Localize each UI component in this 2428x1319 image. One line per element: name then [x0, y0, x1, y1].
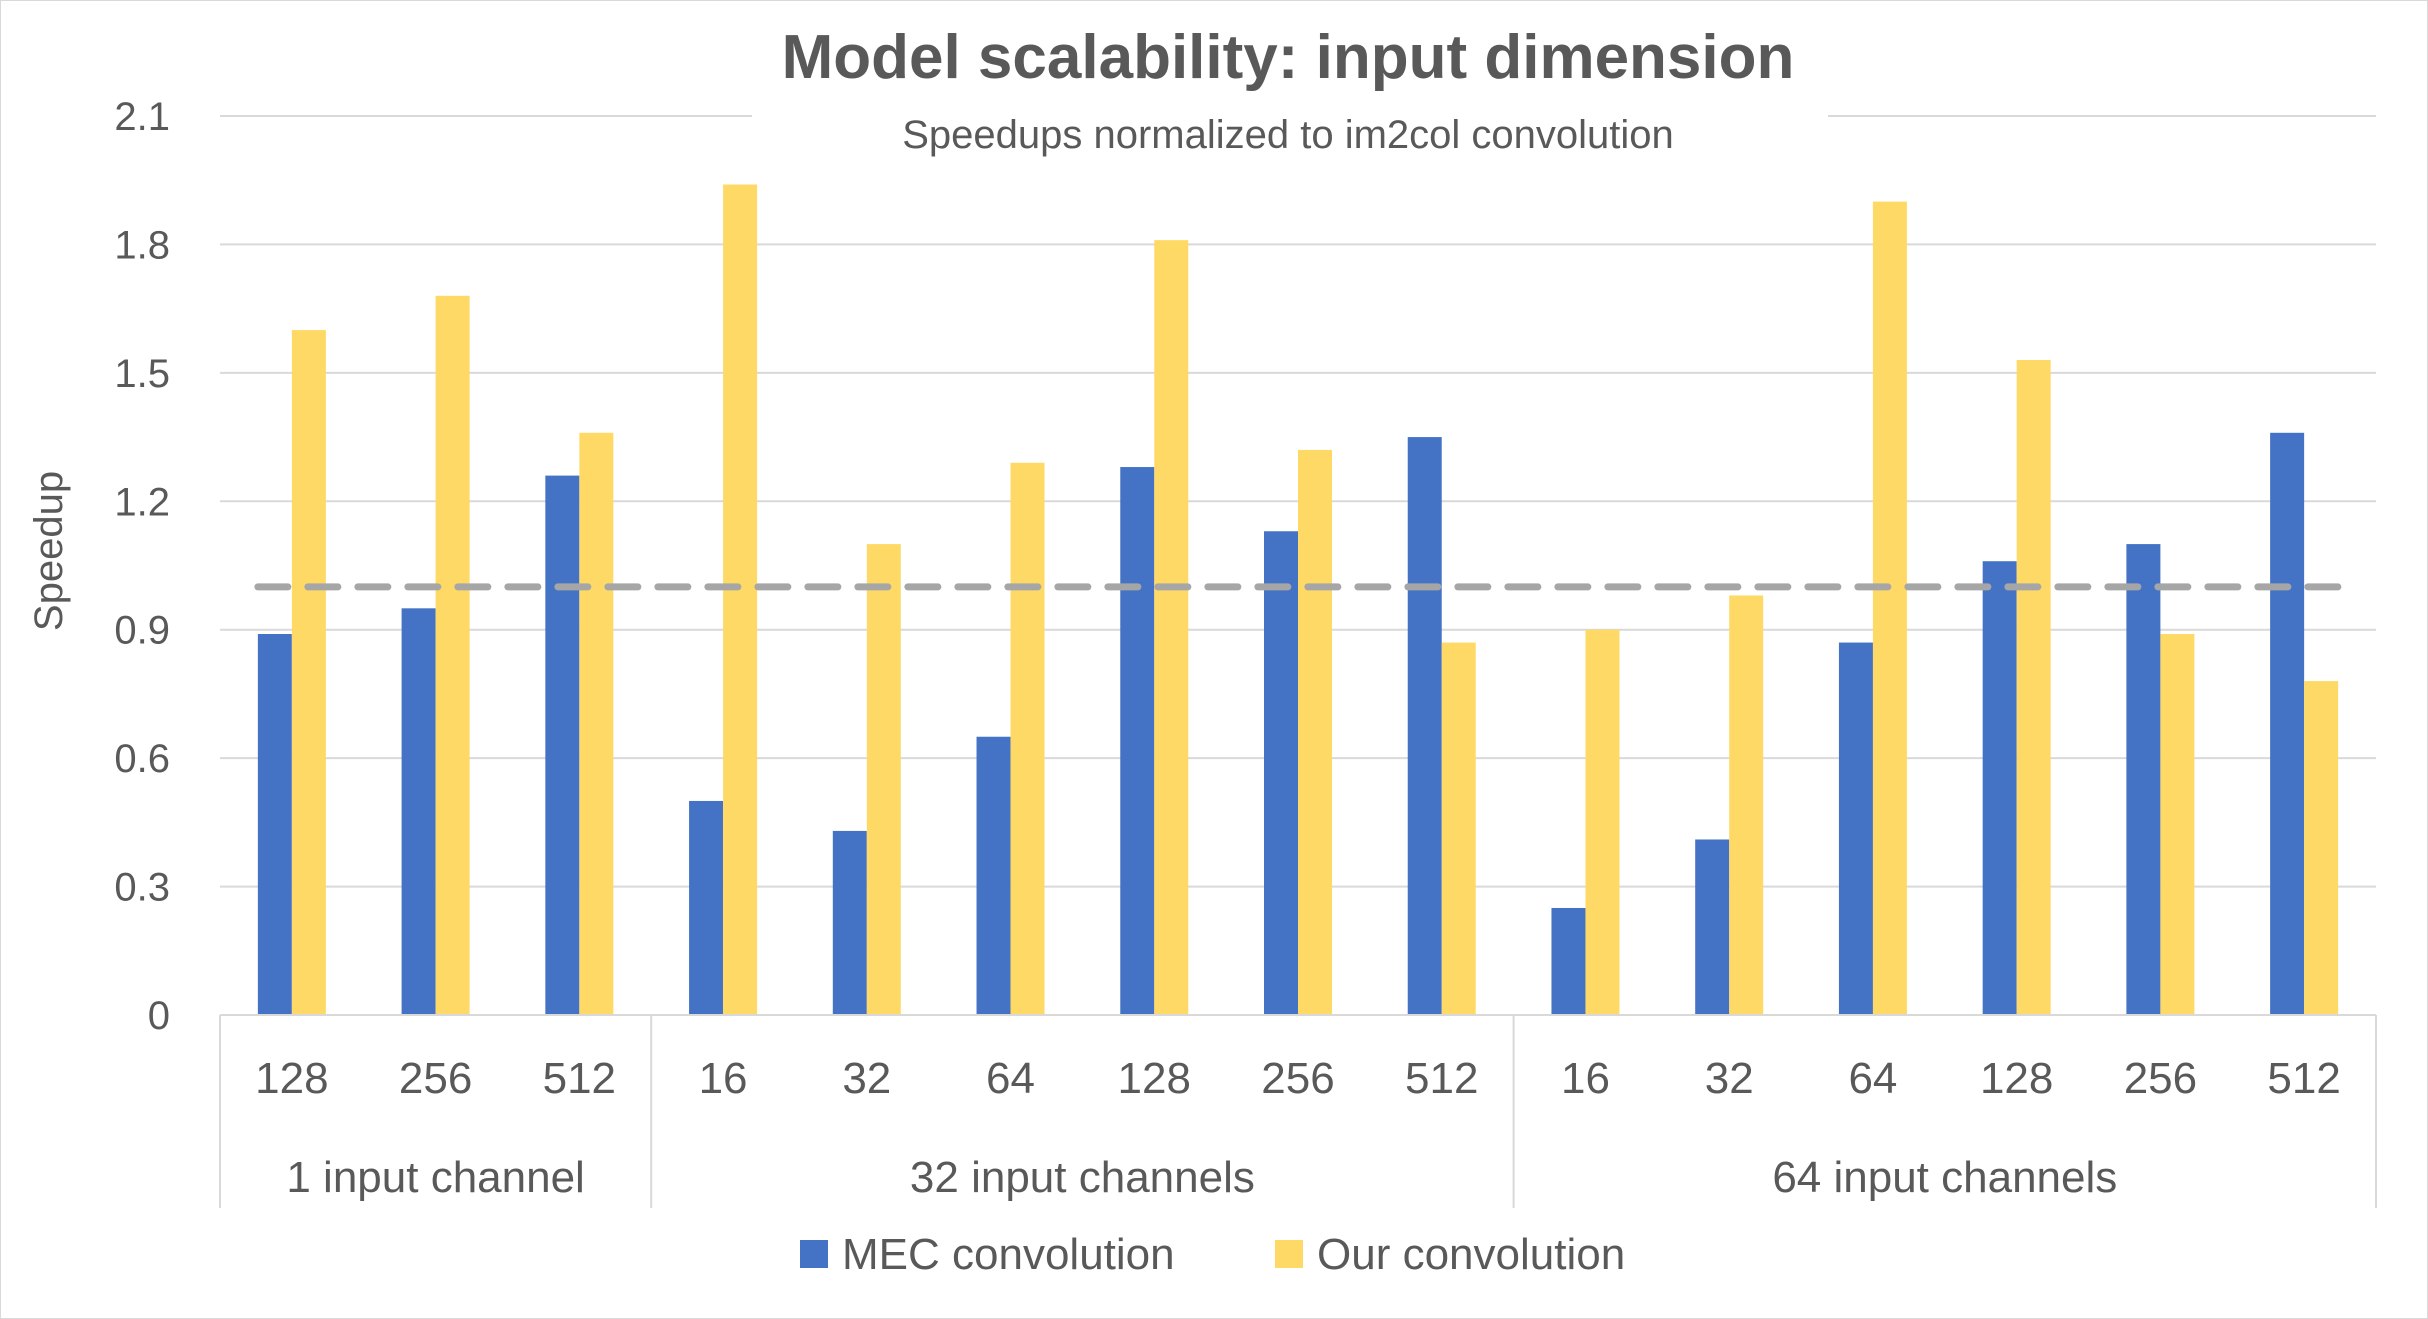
bar-mec-convolution	[1551, 907, 1586, 1015]
y-tick-label: 0	[148, 994, 170, 1038]
x-category-label: 32	[842, 1054, 891, 1103]
x-category-label: 32	[1705, 1054, 1754, 1103]
x-category-label: 64	[1848, 1054, 1897, 1103]
bar-mec-convolution	[1982, 561, 2017, 1015]
bar-our-convolution	[2304, 681, 2339, 1015]
subtitle-backdrop	[752, 100, 1828, 162]
x-category-label: 512	[543, 1054, 616, 1103]
bar-our-convolution	[866, 544, 901, 1015]
x-axis	[219, 1014, 2377, 1208]
x-group-label: 64 input channels	[1772, 1153, 2117, 1202]
x-category-label: 128	[255, 1054, 328, 1103]
bar-mec-convolution	[401, 608, 436, 1015]
bar-our-convolution	[1298, 449, 1332, 1015]
x-category-label: 256	[2124, 1054, 2197, 1103]
bar-our-convolution	[1441, 642, 1476, 1015]
x-category-label: 128	[1118, 1054, 1191, 1103]
y-tick-label: 0.9	[114, 609, 170, 653]
bar-our-convolution	[579, 432, 614, 1015]
bar-mec-convolution	[1407, 437, 1442, 1016]
x-category-label: 16	[699, 1054, 748, 1103]
y-tick-label: 1.2	[114, 480, 170, 524]
x-axis-categories: 128 256 512 16 32 64 128 256 512 16 32 64 128 256 512	[255, 1054, 2341, 1103]
x-category-label: 128	[1980, 1054, 2053, 1103]
x-category-label: 512	[2267, 1054, 2340, 1103]
x-category-label: 256	[399, 1054, 472, 1103]
legend-swatch-mec-convolution	[800, 1240, 828, 1268]
legend: MEC convolution Our convolution	[800, 1230, 1625, 1279]
y-tick-label: 2.1	[114, 95, 170, 139]
bar-our-convolution	[291, 330, 326, 1015]
x-category-label: 512	[1405, 1054, 1478, 1103]
y-tick-label: 0.3	[114, 866, 170, 910]
legend-label-mec-convolution: MEC convolution	[842, 1230, 1175, 1279]
bar-mec-convolution	[545, 475, 580, 1016]
bar-our-convolution	[1585, 629, 1620, 1015]
bar-mec-convolution	[1264, 531, 1298, 1015]
bar-mec-convolution	[1695, 839, 1730, 1015]
bar-our-convolution	[1872, 201, 1907, 1016]
bar-mec-convolution	[257, 633, 292, 1015]
bar-our-convolution	[1154, 240, 1189, 1016]
bar-mec-convolution	[832, 830, 867, 1015]
x-category-label: 64	[986, 1054, 1035, 1103]
x-axis-groups: 1 input channel 32 input channels 64 input…	[286, 1153, 2117, 1202]
bar-our-convolution	[435, 295, 470, 1015]
x-group-label: 1 input channel	[286, 1153, 584, 1202]
bar-mec-convolution	[2126, 544, 2161, 1015]
bars	[257, 184, 2339, 1016]
bar-mec-convolution	[2270, 432, 2305, 1015]
bar-mec-convolution	[689, 800, 724, 1015]
x-category-label: 16	[1561, 1054, 1610, 1103]
y-tick-label: 1.5	[114, 352, 170, 396]
bar-our-convolution	[1729, 595, 1764, 1015]
y-axis-ticks: 0 0.3 0.6 0.9 1.2 1.5 1.8 2.1	[114, 95, 170, 1038]
bar-our-convolution	[2016, 360, 2051, 1015]
x-category-label: 256	[1261, 1054, 1334, 1103]
legend-swatch-our-convolution	[1275, 1240, 1303, 1268]
bar-mec-convolution	[1838, 642, 1873, 1015]
legend-label-our-convolution: Our convolution	[1317, 1230, 1625, 1279]
bar-our-convolution	[1010, 462, 1045, 1015]
y-axis-label: Speedup	[27, 471, 71, 631]
y-tick-label: 1.8	[114, 223, 170, 267]
bar-mec-convolution	[976, 736, 1011, 1015]
chart-title: Model scalability: input dimension	[782, 23, 1795, 92]
bar-our-convolution	[723, 184, 758, 1015]
bar-mec-convolution	[1120, 467, 1155, 1015]
y-tick-label: 0.6	[114, 737, 170, 781]
chart-subtitle: Speedups normalized to im2col convolutio…	[902, 113, 1674, 157]
x-group-label: 32 input channels	[910, 1153, 1255, 1202]
bar-our-convolution	[2160, 633, 2195, 1015]
